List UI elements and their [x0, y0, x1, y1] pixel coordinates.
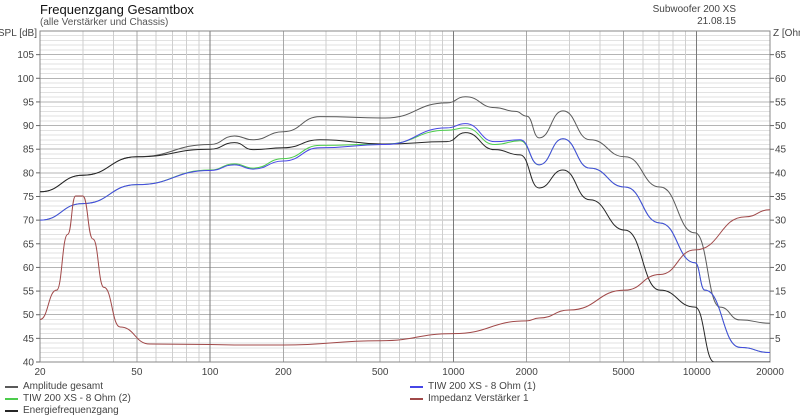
y-tick-label: 105	[17, 50, 34, 61]
legend-item: Energiefrequenzgang	[5, 405, 119, 416]
legend-item: Amplitude gesamt	[5, 381, 103, 392]
y-tick-label: 45	[23, 334, 35, 345]
y2-tick-label: 30	[775, 216, 787, 227]
legend-label: Energiefrequenzgang	[23, 405, 119, 416]
y2-tick-label: 5	[775, 334, 781, 345]
legend-item: Impedanz Verstärker 1	[410, 393, 529, 404]
legend-swatch	[410, 397, 423, 400]
legend-label: TIW 200 XS - 8 Ohm (2)	[23, 393, 131, 404]
y-tick-label: 55	[23, 287, 35, 298]
legend-item: TIW 200 XS - 8 Ohm (1)	[410, 381, 536, 392]
chart-title: Frequenzgang Gesamtbox	[40, 2, 194, 17]
y-tick-label: 90	[23, 121, 35, 132]
y2-tick-label: 45	[775, 145, 787, 156]
x-tick-label: 50	[131, 367, 143, 378]
x-tick-label: 20	[34, 367, 46, 378]
y2-tick-label: 25	[775, 239, 787, 250]
series-line-energiefrequenzgang	[40, 132, 770, 362]
y-tick-label: 85	[23, 145, 35, 156]
date-label: 21.08.15	[697, 16, 736, 27]
legend-item: TIW 200 XS - 8 Ohm (2)	[5, 393, 131, 404]
legend-swatch	[5, 409, 18, 412]
y2-axis-label: Z [Ohm]	[773, 28, 800, 39]
series-line-tiw-200-xs-8-ohm-1-	[40, 123, 770, 354]
y-tick-label: 50	[23, 310, 35, 321]
y-tick-label: 80	[23, 168, 35, 179]
x-tick-label: 5000	[612, 367, 635, 378]
series-line-amplitude-gesamt	[40, 96, 770, 324]
y-tick-label: 40	[23, 358, 35, 369]
x-tick-label: 100	[202, 367, 219, 378]
legend-label: TIW 200 XS - 8 Ohm (1)	[428, 381, 536, 392]
chart-subtitle: (alle Verstärker und Chassis)	[40, 17, 169, 28]
x-tick-label: 200	[275, 367, 292, 378]
y-tick-label: 75	[23, 192, 35, 203]
y2-tick-label: 50	[775, 121, 787, 132]
legend-swatch	[5, 385, 18, 388]
series-line-impedanz-verst-rker-1	[40, 195, 770, 346]
y-axis-label: SPL [dB]	[0, 28, 37, 39]
y2-tick-label: 15	[775, 287, 787, 298]
y2-tick-label: 65	[775, 50, 787, 61]
x-tick-label: 10000	[683, 367, 711, 378]
y-tick-label: 70	[23, 216, 35, 227]
y2-tick-label: 55	[775, 97, 787, 108]
model-label: Subwoofer 200 XS	[652, 4, 736, 15]
y2-tick-label: 60	[775, 74, 787, 85]
y2-tick-label: 35	[775, 192, 787, 203]
legend-label: Impedanz Verstärker 1	[428, 393, 529, 404]
y2-tick-label: 20	[775, 263, 787, 274]
y2-tick-label: 40	[775, 168, 787, 179]
y-tick-label: 65	[23, 239, 35, 250]
x-tick-label: 500	[372, 367, 389, 378]
y-tick-label: 60	[23, 263, 35, 274]
legend-label: Amplitude gesamt	[23, 381, 104, 392]
x-tick-label: 1000	[442, 367, 465, 378]
y-tick-label: 95	[23, 97, 35, 108]
x-tick-label: 20000	[756, 367, 784, 378]
x-tick-label: 2000	[516, 367, 539, 378]
y-tick-label: 100	[17, 74, 34, 85]
legend-swatch	[410, 385, 423, 388]
legend-swatch	[5, 397, 18, 400]
y2-tick-label: 10	[775, 310, 787, 321]
